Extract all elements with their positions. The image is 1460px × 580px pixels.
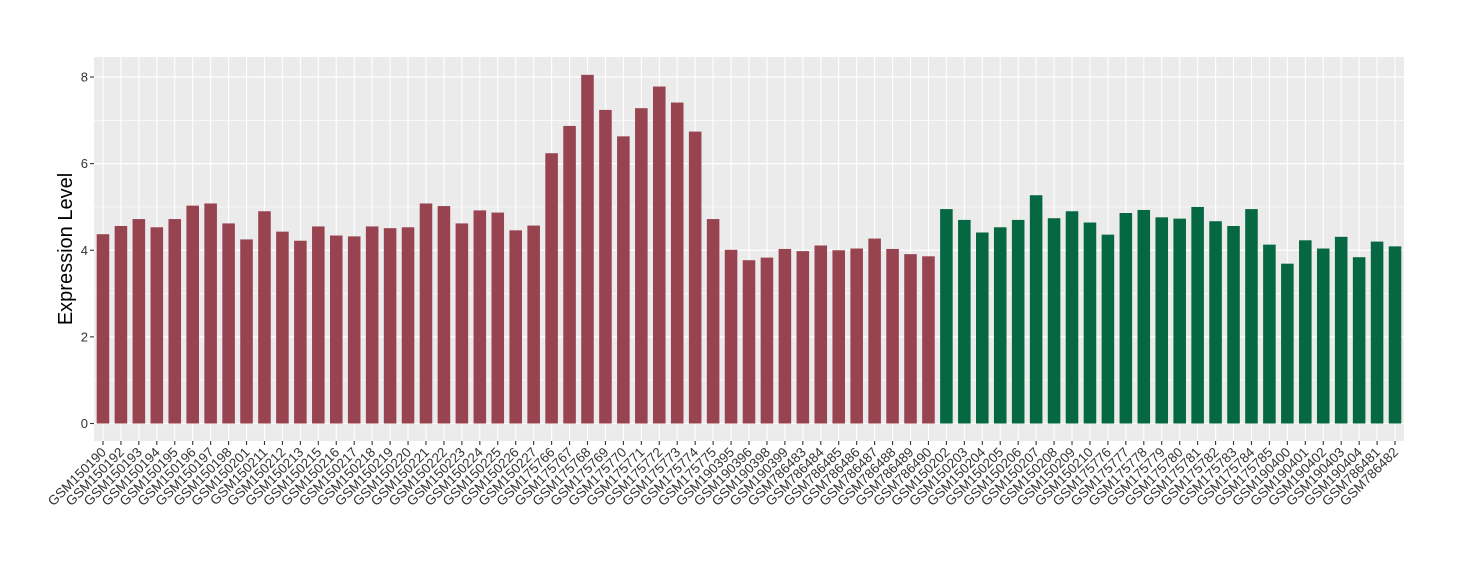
x-axis: GSM150190GSM150192GSM150193GSM150194GSM1… [45, 441, 1401, 509]
bar-gsm175773 [670, 102, 684, 424]
bar-gsm786486 [850, 248, 863, 424]
bar-gsm150204 [976, 232, 989, 424]
bar-gsm175783 [1227, 226, 1240, 424]
bar-gsm150190 [96, 234, 110, 424]
bar-gsm786481 [1370, 241, 1384, 424]
bar-gsm786488 [886, 248, 899, 424]
bar-gsm175775 [706, 219, 720, 424]
bar-gsm175782 [1209, 221, 1222, 424]
bar-gsm175776 [1101, 234, 1115, 424]
y-tick-label: 0 [81, 416, 88, 431]
bar-gsm786485 [832, 250, 846, 424]
bar-gsm150195 [168, 219, 182, 424]
bar-gsm150211 [258, 211, 271, 424]
bar-gsm175772 [652, 86, 666, 424]
bar-gsm175780 [1173, 218, 1186, 424]
y-tick-label: 6 [81, 156, 88, 171]
bar-gsm150224 [473, 210, 487, 424]
bar-gsm175781 [1191, 206, 1204, 424]
bar-gsm786483 [796, 251, 810, 424]
bar-gsm150220 [401, 227, 415, 424]
bar-gsm190399 [778, 248, 792, 424]
bars [96, 74, 1402, 424]
y-tick-label: 8 [81, 70, 88, 85]
bar-gsm190403 [1334, 236, 1348, 424]
bar-gsm786490 [922, 256, 935, 424]
bar-gsm786482 [1388, 246, 1402, 424]
bar-gsm150210 [1083, 222, 1097, 424]
bar-gsm150219 [383, 228, 397, 424]
bar-gsm150215 [312, 226, 325, 424]
bar-gsm150196 [186, 205, 199, 424]
bar-gsm175779 [1155, 217, 1169, 424]
bar-gsm150208 [1047, 218, 1061, 424]
bar-gsm150207 [1029, 195, 1043, 424]
bar-gsm175766 [545, 153, 558, 424]
bar-gsm150221 [419, 203, 433, 424]
bar-gsm786484 [814, 245, 828, 424]
bar-gsm150226 [509, 230, 522, 424]
bar-gsm190396 [742, 260, 756, 424]
bar-gsm150209 [1065, 211, 1079, 424]
bar-gsm150225 [491, 212, 505, 424]
bar-gsm786487 [868, 238, 881, 424]
bar-gsm190398 [760, 257, 774, 424]
bar-gsm786489 [904, 254, 917, 424]
bar-gsm175771 [635, 108, 648, 424]
bar-gsm150217 [347, 236, 361, 424]
bar-gsm150193 [132, 219, 146, 424]
bar-gsm150216 [329, 235, 343, 424]
bar-gsm150222 [437, 206, 451, 424]
bar-gsm175768 [581, 74, 594, 424]
bar-gsm150206 [1011, 219, 1025, 424]
bar-gsm175769 [599, 109, 612, 424]
y-axis: 0 2 4 6 8 [81, 70, 94, 431]
bar-gsm150192 [114, 226, 128, 424]
bar-gsm150203 [958, 219, 971, 424]
bar-gsm175777 [1119, 213, 1133, 424]
bar-gsm150205 [993, 227, 1007, 424]
bar-gsm150213 [294, 240, 307, 424]
bar-gsm175774 [688, 131, 702, 424]
bar-gsm150197 [204, 203, 217, 424]
y-tick-label: 4 [81, 243, 88, 258]
bar-gsm150201 [240, 239, 253, 424]
bar-gsm175784 [1245, 209, 1258, 424]
y-tick-label: 2 [81, 329, 88, 344]
bar-gsm150227 [527, 225, 540, 424]
bar-gsm175770 [617, 136, 630, 424]
bar-gsm190401 [1299, 240, 1312, 424]
y-axis-title: Expression Level [55, 173, 77, 325]
bar-gsm175778 [1137, 209, 1151, 424]
bar-gsm190395 [724, 249, 738, 424]
bar-gsm150194 [150, 227, 164, 424]
bar-gsm150202 [940, 209, 953, 424]
bar-gsm150212 [276, 231, 289, 424]
bar-gsm190400 [1281, 263, 1294, 424]
bar-gsm190402 [1316, 248, 1330, 424]
bar-gsm175785 [1263, 244, 1276, 424]
bar-gsm175767 [563, 125, 576, 424]
bar-gsm150198 [222, 223, 235, 424]
bar-gsm150218 [365, 226, 379, 424]
bar-gsm190404 [1352, 257, 1366, 424]
bar-gsm150223 [455, 223, 469, 424]
